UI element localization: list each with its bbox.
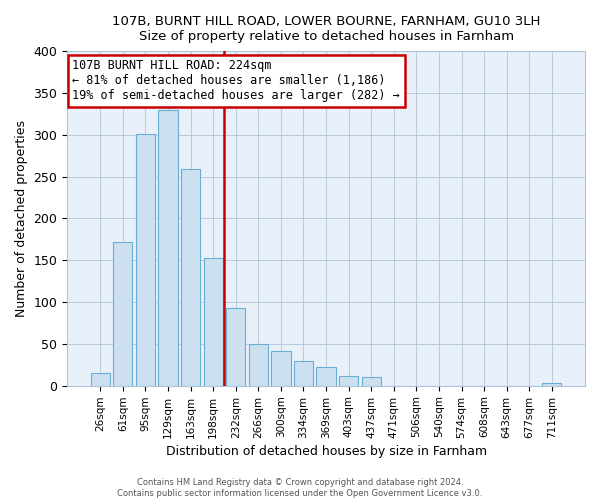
Bar [113, 242, 133, 386]
Y-axis label: Number of detached properties: Number of detached properties [15, 120, 28, 317]
Bar [339, 376, 358, 386]
Bar [249, 344, 268, 386]
Bar [203, 258, 223, 386]
Bar [542, 383, 562, 386]
Bar [271, 350, 290, 386]
Bar [362, 378, 381, 386]
Text: 107B BURNT HILL ROAD: 224sqm
← 81% of detached houses are smaller (1,186)
19% of: 107B BURNT HILL ROAD: 224sqm ← 81% of de… [73, 60, 400, 102]
Text: Contains HM Land Registry data © Crown copyright and database right 2024.
Contai: Contains HM Land Registry data © Crown c… [118, 478, 482, 498]
Title: 107B, BURNT HILL ROAD, LOWER BOURNE, FARNHAM, GU10 3LH
Size of property relative: 107B, BURNT HILL ROAD, LOWER BOURNE, FAR… [112, 15, 540, 43]
Bar [226, 308, 245, 386]
Bar [91, 373, 110, 386]
Bar [316, 368, 335, 386]
Bar [181, 169, 200, 386]
X-axis label: Distribution of detached houses by size in Farnham: Distribution of detached houses by size … [166, 444, 487, 458]
Bar [158, 110, 178, 386]
Bar [136, 134, 155, 386]
Bar [294, 362, 313, 386]
